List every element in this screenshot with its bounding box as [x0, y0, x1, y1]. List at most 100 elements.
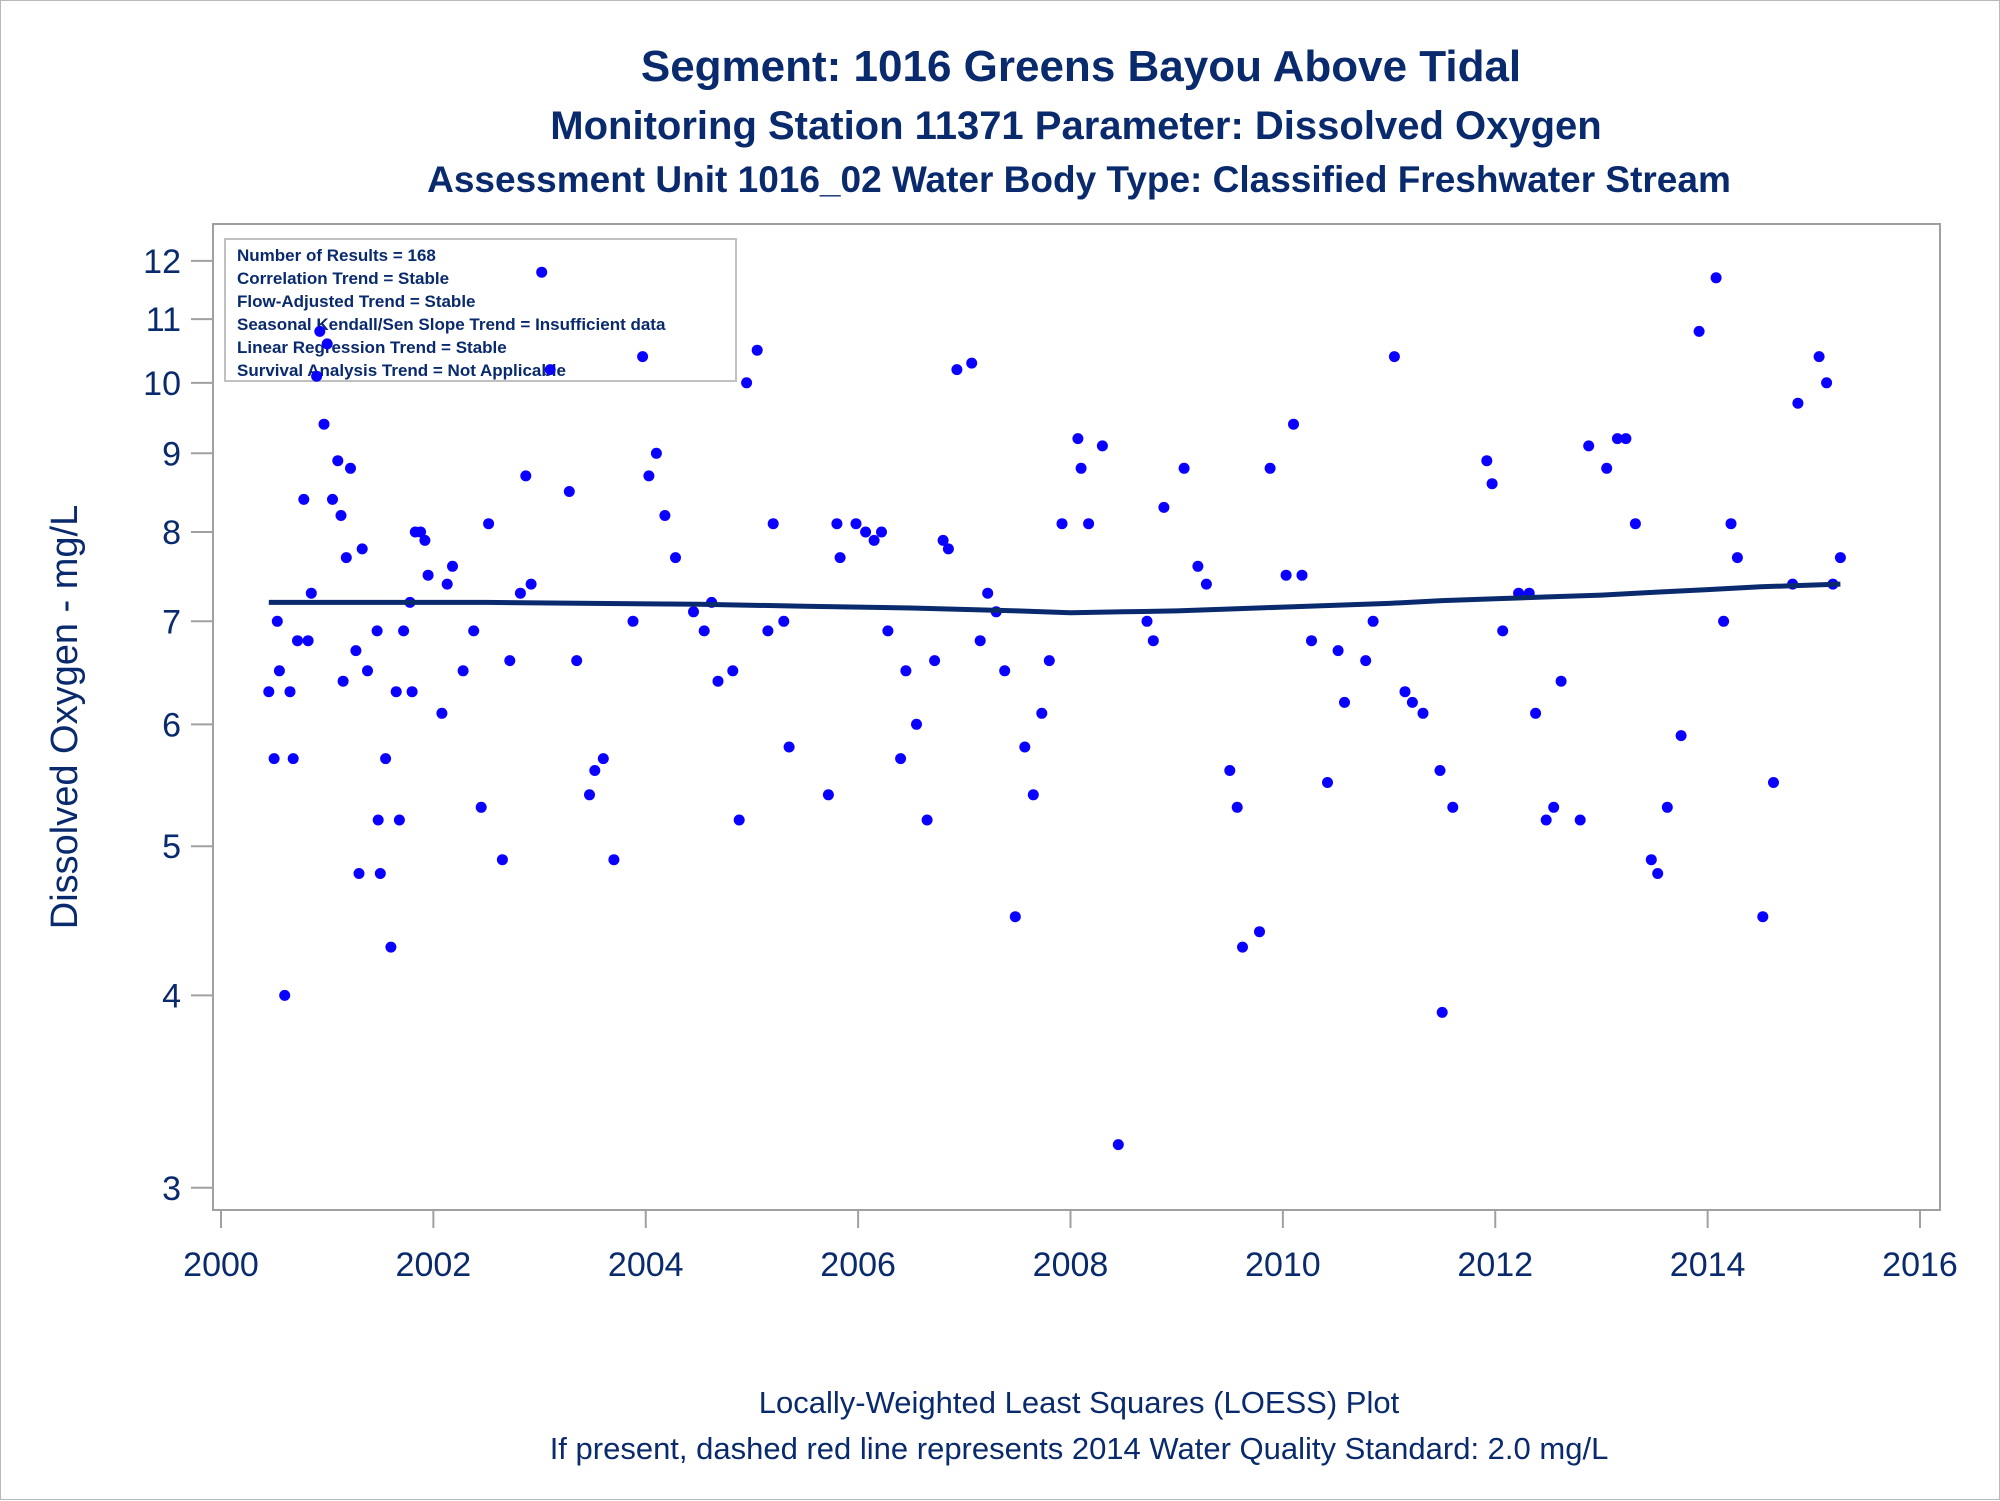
footnote-loess: Locally-Weighted Least Squares (LOESS) P… [759, 1385, 1400, 1420]
data-point [860, 526, 872, 538]
data-point [1231, 801, 1243, 813]
data-point [273, 665, 285, 677]
data-point [1497, 625, 1509, 637]
data-point [447, 560, 458, 572]
data-point [292, 635, 303, 647]
data-point [514, 587, 526, 599]
data-point [1224, 765, 1236, 776]
data-point [1434, 765, 1446, 776]
data-point [1141, 615, 1153, 627]
data-point [314, 325, 326, 337]
data-point [1574, 814, 1586, 826]
data-point [831, 518, 843, 530]
data-point [332, 455, 344, 467]
data-point [1192, 560, 1204, 572]
y-tick-label: 10 [143, 365, 181, 403]
data-point [974, 635, 986, 647]
data-point [584, 789, 595, 801]
data-point [1821, 377, 1833, 389]
data-point [670, 552, 681, 564]
data-point [271, 615, 283, 627]
data-point [982, 587, 994, 599]
data-point [1645, 854, 1657, 866]
data-point [374, 868, 386, 879]
data-point [1332, 645, 1344, 657]
data-point [1306, 635, 1317, 647]
data-point [1083, 518, 1095, 530]
data-point [1620, 433, 1632, 445]
chart-title: Segment: 1016 Greens Bayou Above Tidal [641, 42, 1521, 91]
data-point [1096, 440, 1108, 452]
data-point [1601, 462, 1613, 474]
data-point [688, 606, 699, 618]
data-point [1056, 518, 1068, 530]
y-tick-label: 9 [162, 435, 181, 473]
y-axis: 3 4 5 6 7 8 9 10 11 12 [143, 243, 214, 1208]
data-point [385, 941, 397, 953]
stats-inset: Number of Results = 168 Correlation Tren… [224, 238, 737, 382]
y-tick-label: 12 [143, 243, 181, 281]
data-point [393, 814, 405, 826]
x-tick-label: 2006 [820, 1246, 896, 1284]
data-point [520, 470, 532, 482]
data-point [372, 814, 384, 826]
x-tick-label: 2012 [1457, 1246, 1533, 1284]
stats-line-survival: Survival Analysis Trend = Not Applicable [237, 361, 566, 380]
stats-line-correlation: Correlation Trend = Stable [237, 269, 449, 288]
x-tick-label: 2004 [608, 1246, 684, 1284]
scatter-points [263, 266, 1846, 1151]
data-point [608, 854, 620, 866]
y-tick-label: 6 [162, 706, 181, 744]
data-point [1530, 707, 1542, 719]
y-tick-label: 4 [162, 977, 181, 1015]
data-point [1072, 433, 1084, 445]
data-point [876, 526, 887, 538]
data-point [921, 814, 933, 826]
data-point [1009, 911, 1021, 923]
data-point [1540, 814, 1552, 826]
data-point [1652, 868, 1664, 879]
data-point [882, 625, 894, 637]
data-point [483, 518, 495, 530]
x-tick-label: 2000 [183, 1246, 259, 1284]
data-point [1322, 777, 1333, 788]
data-point [441, 578, 453, 590]
data-point [937, 534, 949, 546]
data-point [544, 364, 556, 376]
y-axis-title: Dissolved Oxygen - mg/L [44, 505, 86, 930]
data-point [327, 493, 338, 505]
data-point [279, 989, 291, 1001]
data-point [1629, 518, 1641, 530]
data-point [287, 753, 299, 765]
data-point [1367, 615, 1379, 627]
data-point [999, 665, 1011, 677]
x-tick-label: 2008 [1033, 1246, 1109, 1284]
data-point [1611, 433, 1623, 445]
data-point [1288, 418, 1299, 430]
data-point [419, 534, 431, 546]
stats-line-seasonal-kendall: Seasonal Kendall/Sen Slope Trend = Insuf… [237, 315, 666, 334]
data-point [762, 625, 774, 637]
data-point [767, 518, 779, 530]
y-tick-label: 5 [162, 828, 181, 866]
data-point [536, 266, 548, 278]
data-point [1200, 578, 1212, 590]
data-point [1019, 741, 1031, 753]
data-point [525, 578, 537, 590]
data-point [712, 675, 724, 687]
x-tick-label: 2014 [1670, 1246, 1746, 1284]
data-point [371, 625, 383, 637]
data-point [951, 364, 963, 376]
data-point [627, 615, 639, 627]
data-point [834, 552, 846, 564]
data-point [398, 625, 410, 637]
data-point [1757, 911, 1769, 923]
data-point [337, 675, 349, 687]
data-point [741, 377, 753, 389]
data-point [597, 753, 609, 765]
loess-trend-line [268, 581, 1841, 616]
data-point [1036, 707, 1048, 719]
y-tick-label: 7 [162, 603, 181, 641]
data-point [1296, 569, 1308, 581]
